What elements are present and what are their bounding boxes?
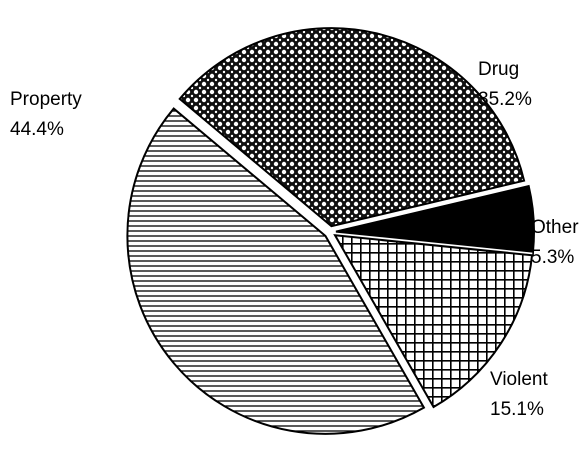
slice-value-label: 35.2% xyxy=(478,89,532,110)
slice-label: Other xyxy=(531,217,579,238)
slice-value-label: 44.4% xyxy=(10,119,64,140)
slice-label: Property xyxy=(10,89,82,110)
slice-value-label: 15.1% xyxy=(490,399,544,420)
pie-slice xyxy=(335,184,535,253)
pie-slice xyxy=(178,27,526,228)
slice-value-label: 5.3% xyxy=(531,247,574,268)
slice-label: Drug xyxy=(478,59,519,80)
pie-slice xyxy=(333,234,534,409)
slice-label: Violent xyxy=(490,369,548,390)
pie-slice xyxy=(126,107,426,435)
